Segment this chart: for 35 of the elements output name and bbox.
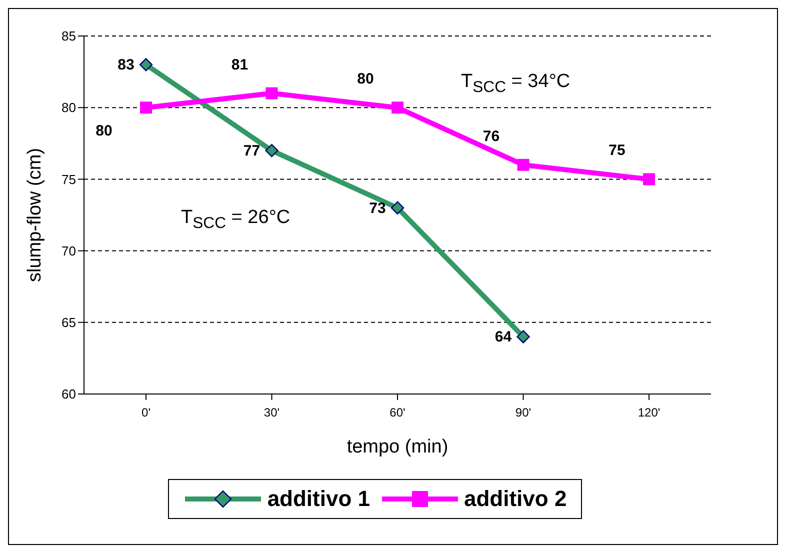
data-label: 80 bbox=[357, 70, 374, 88]
point bbox=[390, 201, 404, 214]
legend-label: additivo 2 bbox=[464, 486, 567, 512]
x-tick-label: 120' bbox=[638, 406, 660, 420]
point bbox=[140, 102, 152, 114]
legend-label: additivo 1 bbox=[267, 486, 370, 512]
y-tick-label: 70 bbox=[62, 243, 76, 258]
x-tick-label: 30' bbox=[264, 406, 280, 420]
data-label: 80 bbox=[96, 122, 112, 140]
y-axis-title: slump-flow (cm) bbox=[24, 148, 46, 282]
x-tick-label: 90' bbox=[515, 406, 532, 420]
y-tick-label: 80 bbox=[62, 100, 76, 116]
point bbox=[266, 87, 278, 100]
x-tick-label: 0' bbox=[142, 406, 150, 420]
point bbox=[516, 330, 530, 344]
data-label: 76 bbox=[482, 128, 500, 145]
annotation: T$_{SCC}$ = 26°C bbox=[181, 207, 290, 233]
x-axis-title: tempo (min) bbox=[346, 436, 448, 458]
y-tick-label: 65 bbox=[62, 315, 76, 330]
annotation: T$_{SCC}$ = 34°C bbox=[461, 71, 570, 97]
point bbox=[265, 144, 278, 158]
data-label: 83 bbox=[118, 56, 134, 74]
point bbox=[139, 58, 153, 72]
y-tick-label: 60 bbox=[62, 386, 76, 402]
point bbox=[392, 102, 404, 114]
data-label: 73 bbox=[369, 200, 386, 217]
point bbox=[517, 158, 530, 171]
y-tick-label: 85 bbox=[62, 28, 76, 44]
x-tick-label: 60' bbox=[390, 406, 406, 420]
y-tick-label: 75 bbox=[62, 172, 76, 187]
data-label: 81 bbox=[231, 56, 248, 74]
point bbox=[643, 173, 655, 186]
data-label: 75 bbox=[608, 142, 626, 160]
data-label: 64 bbox=[494, 328, 512, 346]
data-label: 77 bbox=[243, 142, 260, 160]
